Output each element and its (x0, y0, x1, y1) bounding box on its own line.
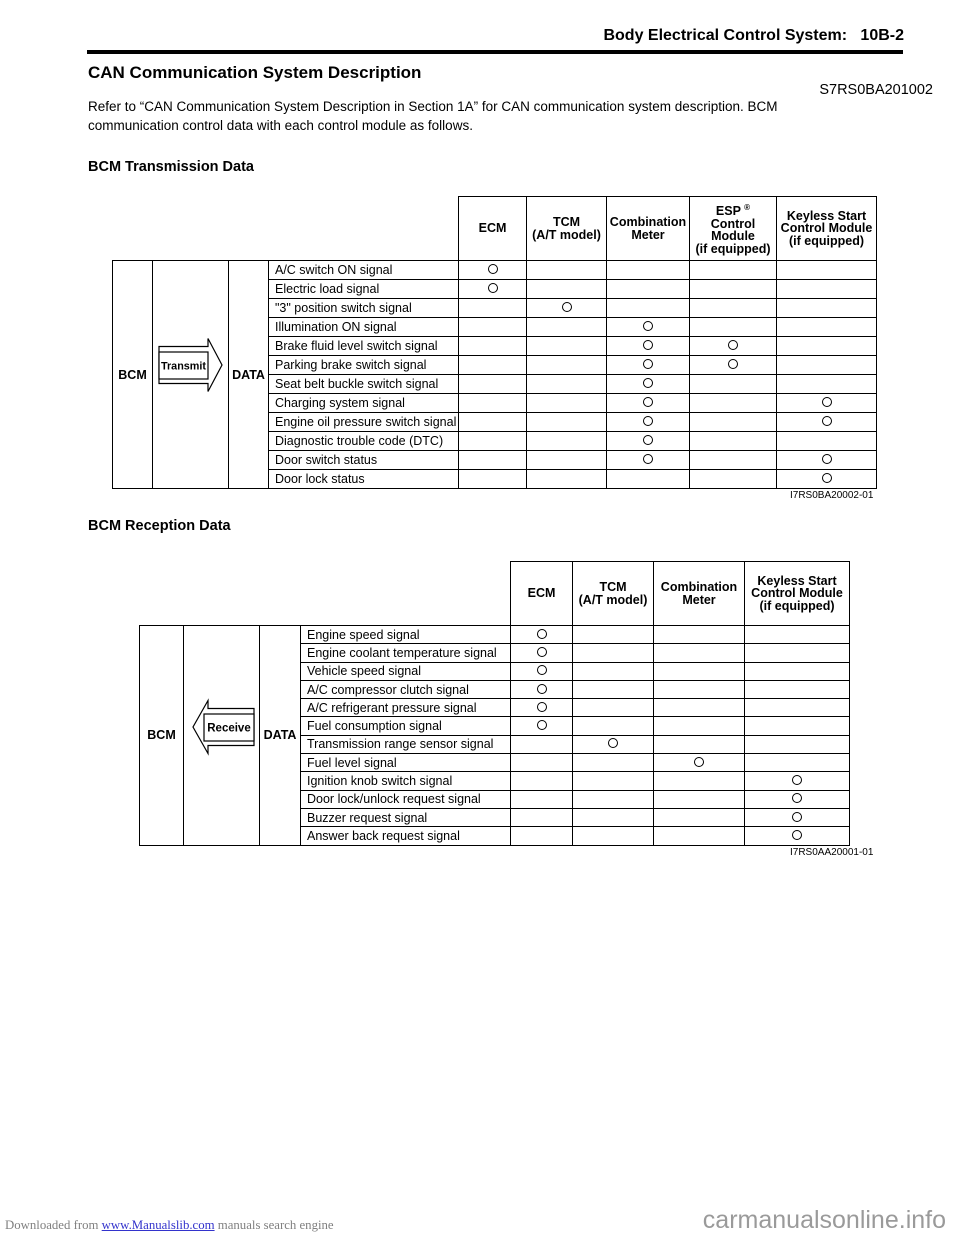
svg-text:Receive: Receive (207, 723, 250, 735)
svg-text:Transmit: Transmit (161, 361, 206, 373)
